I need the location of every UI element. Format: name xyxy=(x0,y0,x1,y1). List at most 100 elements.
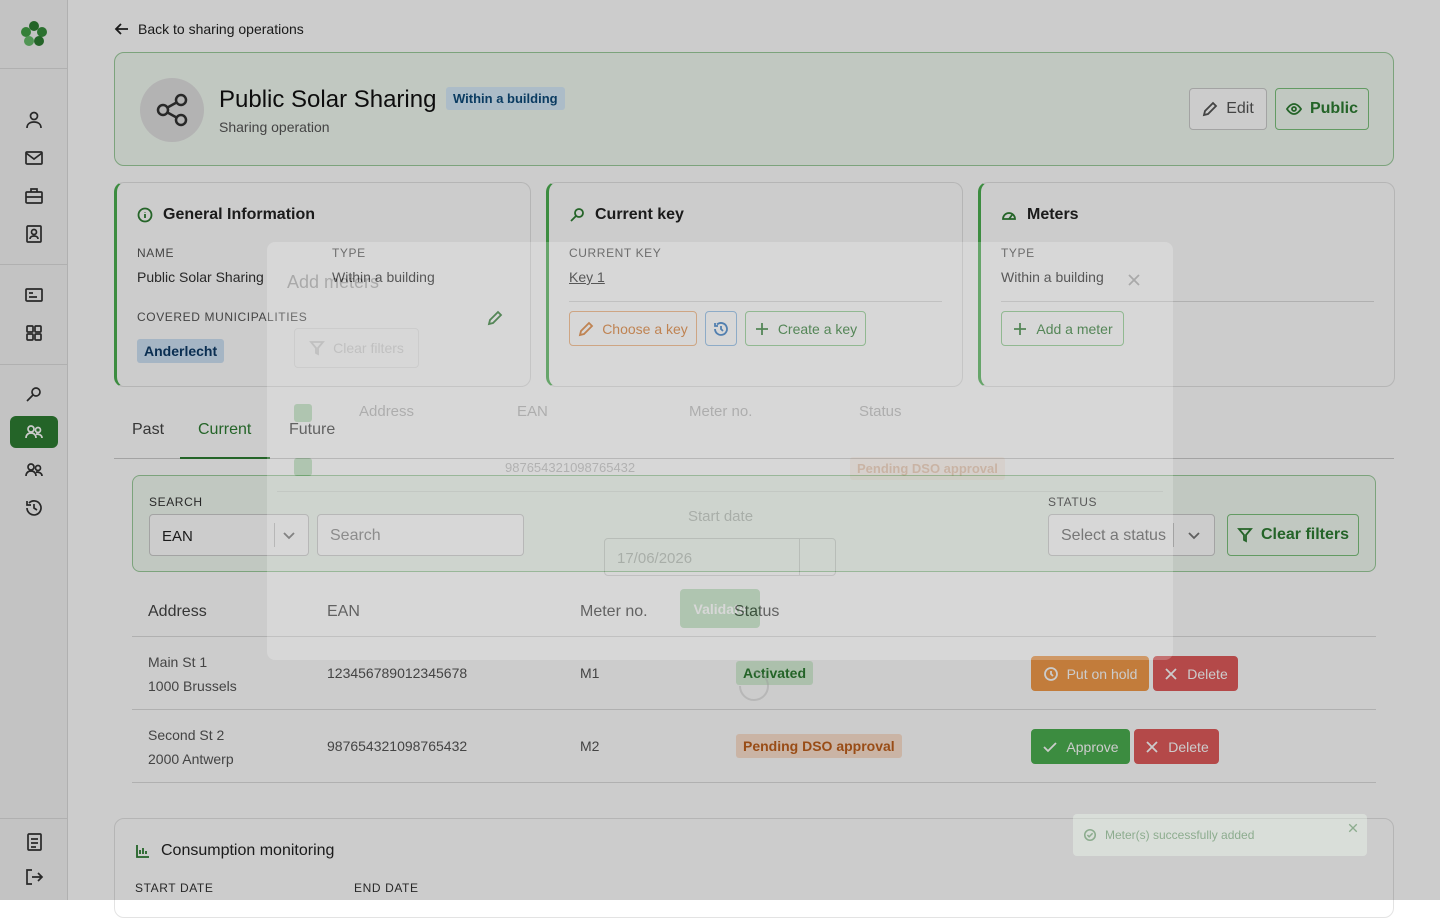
card-title: Consumption monitoring xyxy=(161,842,335,859)
tab-active[interactable]: Current xyxy=(198,421,252,438)
nav-active[interactable] xyxy=(10,416,58,448)
title: Public Solar Sharing xyxy=(219,86,437,113)
clear-filters[interactable]: Clear filters xyxy=(1227,514,1359,556)
public-text: Public xyxy=(1309,100,1358,117)
label: STATUS xyxy=(1048,495,1098,509)
spinner xyxy=(739,671,769,701)
ean: 123456789012345678 xyxy=(327,665,468,681)
column-header: Status xyxy=(734,603,779,621)
select-text: EAN xyxy=(162,528,193,545)
column-header: EAN xyxy=(327,603,360,620)
date-input[interactable]: 17/06/2026 xyxy=(604,538,836,576)
address: 1000 Brussels xyxy=(148,678,237,694)
label: CURRENT KEY xyxy=(569,246,662,260)
search-input[interactable]: Search xyxy=(317,514,524,556)
label: SEARCH xyxy=(149,495,203,509)
put-on-hold[interactable]: Put on hold xyxy=(1031,656,1149,691)
history-key[interactable] xyxy=(705,311,737,346)
nav-sharing[interactable] xyxy=(24,422,44,442)
label: NAME xyxy=(137,246,175,260)
label: START DATE xyxy=(135,881,214,895)
date-value: 17/06/2026 xyxy=(617,550,693,567)
card-title: Current key xyxy=(595,206,684,223)
validate[interactable]: Validate xyxy=(680,589,760,628)
status-badge: Activated xyxy=(736,661,814,685)
label: TYPE xyxy=(332,246,366,260)
modal-title: Add meters xyxy=(287,272,380,292)
btn-text: Put on hold xyxy=(1066,665,1138,682)
back-link[interactable]: Back to sharing operations xyxy=(114,21,304,37)
address: Second St 2 xyxy=(148,727,225,743)
value: Within a building xyxy=(1001,269,1104,285)
nav-mail[interactable] xyxy=(24,148,44,168)
edit-text: Edit xyxy=(1226,100,1254,117)
column-header: EAN xyxy=(517,403,548,420)
search-by[interactable]: EAN xyxy=(149,514,309,556)
key-link[interactable]: Key 1 xyxy=(569,269,605,285)
ean: 987654321098765432 xyxy=(327,738,468,754)
nav-docs[interactable] xyxy=(24,832,44,852)
clear-filters[interactable]: Clear filters xyxy=(294,328,419,368)
nav-grid[interactable] xyxy=(24,323,44,343)
tab[interactable]: Future xyxy=(289,421,336,438)
address: Main St 1 xyxy=(148,654,208,670)
edit-button[interactable]: Edit xyxy=(1189,88,1267,130)
edit-icon[interactable] xyxy=(487,310,503,326)
badge: Within a building xyxy=(446,87,565,110)
logo xyxy=(21,21,47,46)
nav-briefcase[interactable] xyxy=(24,186,44,206)
column-header: Address xyxy=(148,603,207,620)
close[interactable] xyxy=(1126,272,1142,288)
btn-text: Choose a key xyxy=(602,320,688,337)
card-title: General Information xyxy=(163,206,316,223)
delete[interactable]: Delete xyxy=(1134,729,1219,764)
btn-text: Delete xyxy=(1187,665,1228,682)
btn-text: Validate xyxy=(693,600,747,617)
btn-text: Clear filters xyxy=(1260,526,1350,543)
municipality: Anderlecht xyxy=(137,339,225,363)
toast: Meter(s) successfully added xyxy=(1073,814,1367,856)
meter-no: M1 xyxy=(580,665,600,681)
status-select[interactable]: Select a status xyxy=(1048,514,1215,556)
btn-text: Create a key xyxy=(777,320,858,337)
btn-text: Approve xyxy=(1066,738,1119,755)
add-meters-modal: Add meters Clear filters Address EAN Met… xyxy=(267,242,1173,660)
nav-contacts[interactable] xyxy=(24,224,44,244)
filter-panel: SEARCH EAN Search STATUS Select a status… xyxy=(132,475,1376,572)
sidebar xyxy=(0,0,68,900)
meter-no: M2 xyxy=(580,738,600,754)
placeholder: Select a status xyxy=(1061,527,1166,544)
general-card: General Information NAME Public Solar Sh… xyxy=(114,182,531,387)
date-label: Start date xyxy=(688,508,754,525)
label: TYPE xyxy=(1001,246,1035,260)
subtitle: Sharing operation xyxy=(219,119,330,135)
add-meter[interactable]: Add a meter xyxy=(1001,311,1124,346)
nav-history[interactable] xyxy=(24,498,44,518)
toast-close[interactable] xyxy=(1347,822,1359,834)
back-text: Back to sharing operations xyxy=(138,21,304,37)
toast-text: Meter(s) successfully added xyxy=(1105,828,1255,842)
placeholder: Search xyxy=(330,527,381,544)
choose-key[interactable]: Choose a key xyxy=(569,311,697,346)
address: 2000 Antwerp xyxy=(148,751,234,767)
header-card: Public Solar Sharing Within a building S… xyxy=(114,52,1394,166)
nav-logout[interactable] xyxy=(24,867,44,887)
approve[interactable]: Approve xyxy=(1031,729,1130,764)
card-title: Meters xyxy=(1027,206,1079,223)
column-header: Status xyxy=(859,403,902,420)
btn-text: Add a meter xyxy=(1036,320,1113,337)
delete[interactable]: Delete xyxy=(1153,656,1238,691)
create-key[interactable]: Create a key xyxy=(745,311,866,346)
column-header: Meter no. xyxy=(689,403,753,420)
nav-user[interactable] xyxy=(24,110,44,130)
nav-members[interactable] xyxy=(24,460,44,480)
nav-key[interactable] xyxy=(24,384,44,404)
btn-text: Delete xyxy=(1168,738,1209,755)
tab[interactable]: Past xyxy=(132,421,165,438)
key-card: Current key CURRENT KEY Key 1 Choose a k… xyxy=(546,182,963,387)
column-header: Address xyxy=(359,403,415,420)
public-button[interactable]: Public xyxy=(1275,88,1369,130)
nav-card[interactable] xyxy=(24,285,44,305)
